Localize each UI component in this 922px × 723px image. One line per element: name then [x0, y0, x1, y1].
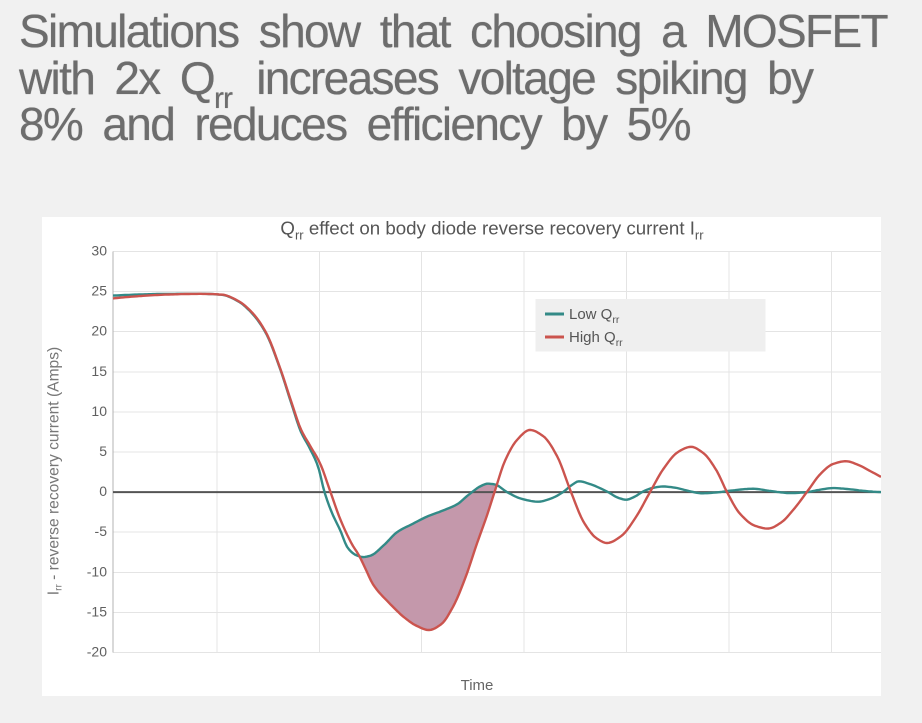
svg-text:Qrr effect on body diode rever: Qrr effect on body diode reverse recover…	[280, 218, 704, 243]
svg-text:10: 10	[91, 403, 107, 419]
svg-text:Time: Time	[461, 677, 494, 694]
svg-text:0: 0	[99, 483, 107, 499]
svg-text:5: 5	[99, 443, 107, 459]
svg-text:Low Qrr: Low Qrr	[569, 306, 620, 326]
svg-text:20: 20	[91, 323, 107, 339]
svg-text:High Qrr: High Qrr	[569, 329, 623, 349]
svg-text:30: 30	[91, 243, 107, 259]
svg-text:25: 25	[91, 283, 107, 299]
svg-text:-20: -20	[87, 644, 107, 660]
svg-text:Irr - reverse recovery current: Irr - reverse recovery current (Amps)	[46, 347, 65, 595]
svg-text:-15: -15	[87, 603, 107, 619]
svg-text:15: 15	[91, 363, 107, 379]
svg-text:-10: -10	[87, 563, 107, 579]
svg-text:-5: -5	[95, 523, 108, 539]
